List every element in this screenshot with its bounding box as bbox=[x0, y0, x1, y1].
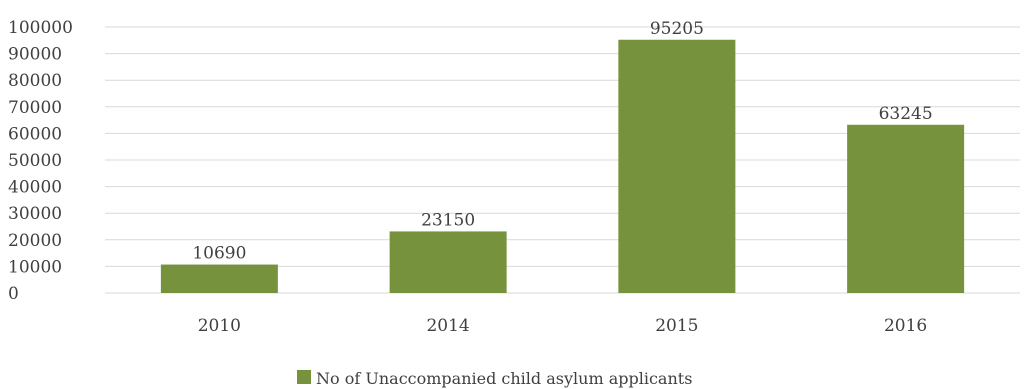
x-tick-label-2016: 2016 bbox=[884, 316, 927, 336]
legend: No of Unaccompanied child asylum applica… bbox=[297, 369, 692, 388]
y-tick-label: 20000 bbox=[8, 231, 62, 251]
bar-2014 bbox=[389, 231, 507, 293]
y-tick-label: 100000 bbox=[8, 18, 73, 38]
data-label-2016: 63245 bbox=[879, 104, 933, 124]
data-label-2010: 10690 bbox=[192, 244, 246, 264]
data-label-2014: 23150 bbox=[421, 210, 475, 230]
legend-swatch bbox=[297, 370, 311, 384]
y-tick-label: 30000 bbox=[8, 204, 62, 224]
y-tick-label: 80000 bbox=[8, 71, 62, 91]
bar-2015 bbox=[618, 39, 736, 293]
legend-label: No of Unaccompanied child asylum applica… bbox=[316, 369, 692, 388]
x-axis-ticks: 2010 2014 2015 2016 bbox=[198, 316, 928, 336]
x-tick-label-2014: 2014 bbox=[426, 316, 469, 336]
y-tick-label: 0 bbox=[8, 284, 19, 304]
y-tick-label: 10000 bbox=[8, 257, 62, 277]
data-label-2015: 95205 bbox=[650, 19, 704, 39]
y-tick-label: 90000 bbox=[8, 45, 62, 65]
bar-2010 bbox=[160, 264, 278, 293]
y-tick-label: 60000 bbox=[8, 124, 62, 144]
data-labels: 10690 23150 95205 63245 bbox=[192, 19, 932, 264]
bar-2016 bbox=[847, 124, 965, 293]
y-axis-ticks: 0 10000 20000 30000 40000 50000 60000 70000 8000… bbox=[8, 18, 73, 304]
bars bbox=[160, 39, 965, 293]
y-tick-label: 40000 bbox=[8, 178, 62, 198]
x-tick-label-2015: 2015 bbox=[655, 316, 698, 336]
y-tick-label: 50000 bbox=[8, 151, 62, 171]
y-tick-label: 70000 bbox=[8, 98, 62, 118]
x-tick-label-2010: 2010 bbox=[198, 316, 241, 336]
